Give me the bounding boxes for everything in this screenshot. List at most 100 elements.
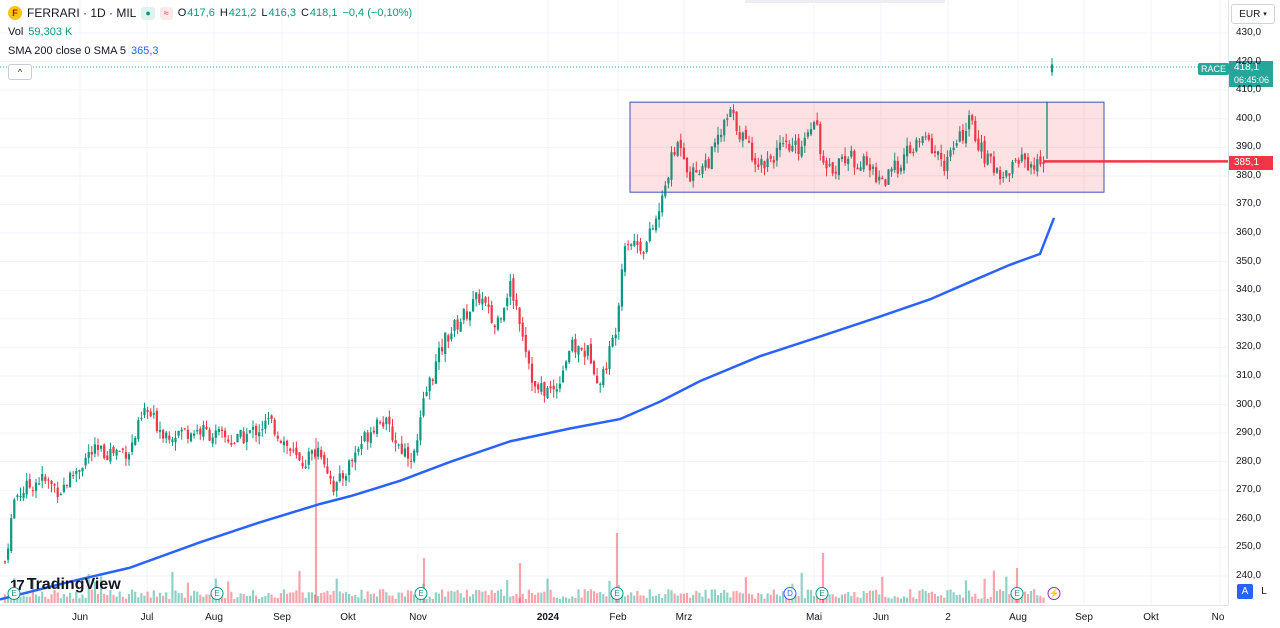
candle-body [158,429,162,432]
volume-bar [509,596,512,603]
volume-bar [72,598,75,603]
volume-bar [986,598,989,603]
candle-body [778,142,782,150]
candle-body [13,499,16,519]
candle-body [189,433,193,442]
price-tick-label: 410,0 [1236,84,1262,96]
tradingview-logo[interactable]: 17 TradingView [10,576,121,594]
candle-body [233,442,236,444]
candle-body [850,150,853,157]
candle-body [902,154,906,171]
price-tick-label: 390,0 [1236,141,1262,153]
candle-body [800,146,803,157]
candle-body [69,472,72,488]
candle-body [543,381,546,396]
price-axis[interactable] [1228,0,1280,605]
candle-body [602,369,605,386]
volume-bar [921,589,924,603]
volume-bar [453,591,456,603]
volume-bar [561,596,565,603]
candle-body [775,147,778,161]
volume-bar [534,594,537,603]
time-axis[interactable]: Jun Jul Aug Sep Okt Nov 2024 Feb Mrz Mai Jun 2 Aug Se… [0,605,1228,628]
candle-body [583,350,586,357]
candle-body [171,439,174,443]
earnings-icon[interactable]: E [210,587,224,600]
volume-bar [276,597,279,603]
earnings-icon[interactable]: E [815,587,829,600]
top-bar-shadow [745,0,945,3]
candle-body [747,140,751,143]
candle-body [865,156,868,165]
candle-body [574,338,577,353]
volume-bar [794,593,797,603]
low-value: 416,3 [268,7,296,19]
upcoming-event-icon[interactable]: ⚡ [1047,587,1061,600]
time-tick-label: Jun [872,612,890,623]
volume-bar [233,598,236,603]
candle-body [372,430,375,433]
candle-body [577,346,580,355]
symbol-title[interactable]: FERRARI · 1D · MIL [27,6,137,20]
candle-body [255,425,258,436]
candle-body [307,451,310,465]
volume-bar [698,592,701,603]
candle-body [25,480,28,495]
volume-bar [608,580,611,603]
dividend-icon[interactable]: D [783,587,797,600]
earnings-icon[interactable]: E [610,587,624,600]
candle-body [354,452,357,463]
collapse-legend-button[interactable]: ^ [8,64,32,80]
log-scale-button[interactable]: L [1261,586,1267,597]
earnings-icon[interactable]: E [414,587,428,600]
volume-bar [199,594,202,603]
price-chart[interactable] [0,0,1228,605]
volume-bar [782,591,785,603]
candle-body [757,164,760,167]
time-tick-label: Mrz [675,612,693,623]
candle-body [534,381,537,387]
symbol-legend[interactable]: F FERRARI · 1D · MIL ● ≈ O 417,6 H 421,2 L… [8,6,412,20]
vol-value: 59,303 K [28,26,73,38]
candle-body [760,158,763,166]
volume-bar [989,597,992,603]
volume-bar [627,594,630,603]
time-tick-label: No [1211,612,1225,623]
candle-body [481,298,484,305]
volume-bar [738,592,741,603]
currency-select[interactable]: EUR ▾ [1231,4,1275,24]
volume-legend[interactable]: Vol 59,303 K [8,26,72,38]
candle-body [937,151,940,155]
chevron-up-icon: ^ [17,67,23,77]
candle-body [208,429,211,441]
earnings-icon[interactable]: E [7,587,21,600]
candle-body [1011,161,1014,174]
candle-body [816,120,819,125]
candle-body [87,451,90,458]
volume-bar [431,598,434,603]
volume-bar [599,591,602,603]
auto-scale-button[interactable]: A [1237,584,1253,599]
volume-bar [568,598,571,603]
volume-bar [53,590,56,603]
candle-body [571,339,574,351]
candle-body [211,437,214,444]
candle-body [56,487,59,498]
volume-bar [893,596,896,603]
volume-bar [1036,595,1039,603]
candle-body [940,152,943,160]
candle-body [648,228,651,242]
candle-body [512,278,515,301]
candle-body [518,307,521,325]
volume-bar [242,594,245,603]
sma-legend[interactable]: SMA 200 close 0 SMA 5 365,3 [8,45,159,57]
volume-bar [577,589,580,603]
volume-bar [689,597,692,603]
candle-body [921,136,924,143]
candle-body [22,492,25,498]
candle-body [540,383,543,392]
volume-bar [555,597,558,603]
candle-body [239,429,242,437]
volume-bar [695,590,698,603]
earnings-icon[interactable]: E [1010,587,1024,600]
